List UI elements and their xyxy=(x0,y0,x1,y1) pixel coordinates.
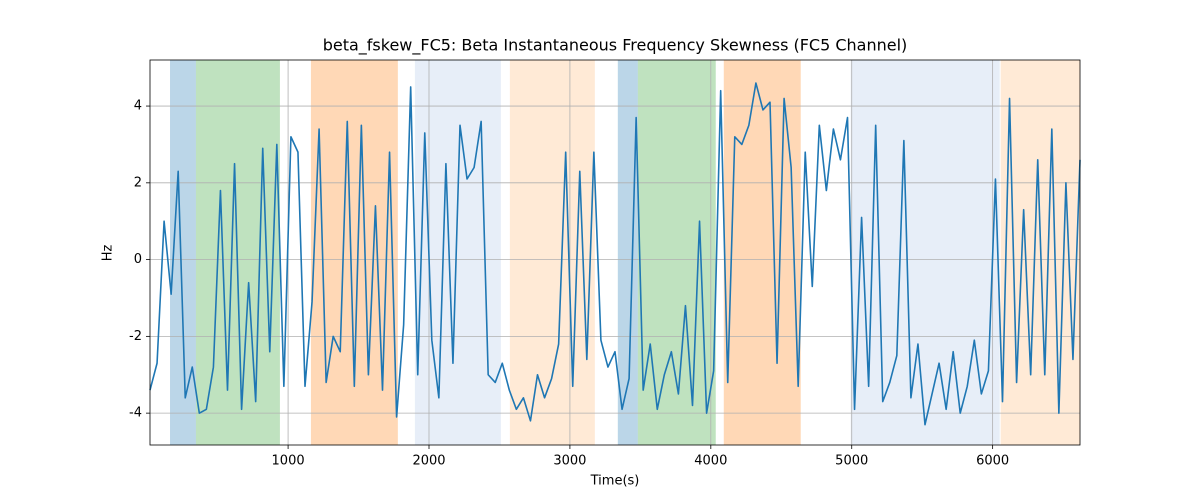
x-tick-label: 1000 xyxy=(272,454,305,469)
x-tick-label: 6000 xyxy=(976,454,1009,469)
x-axis-label: Time(s) xyxy=(590,474,640,489)
shaded-span xyxy=(509,60,595,445)
y-tick-label: 0 xyxy=(134,252,142,267)
shaded-span xyxy=(414,60,501,445)
shaded-span xyxy=(617,60,638,445)
x-tick-label: 3000 xyxy=(553,454,586,469)
y-tick-label: 2 xyxy=(134,175,142,190)
shaded-span xyxy=(850,60,1000,445)
shaded-span xyxy=(195,60,280,445)
plot-frame xyxy=(149,59,1081,446)
shaded-span xyxy=(310,60,398,445)
chart-title: beta_fskew_FC5: Beta Instantaneous Frequ… xyxy=(323,36,908,56)
data-line xyxy=(149,82,1081,426)
y-tick-label: 4 xyxy=(134,99,142,114)
x-tick-label: 4000 xyxy=(694,454,727,469)
x-tick-label: 5000 xyxy=(835,454,868,469)
y-tick-label: -2 xyxy=(129,329,142,344)
y-tick-label: -4 xyxy=(129,406,142,421)
x-tick-label: 2000 xyxy=(412,454,445,469)
shaded-span xyxy=(723,60,801,445)
shaded-span xyxy=(170,60,196,445)
y-axis-label: Hz xyxy=(101,245,116,262)
